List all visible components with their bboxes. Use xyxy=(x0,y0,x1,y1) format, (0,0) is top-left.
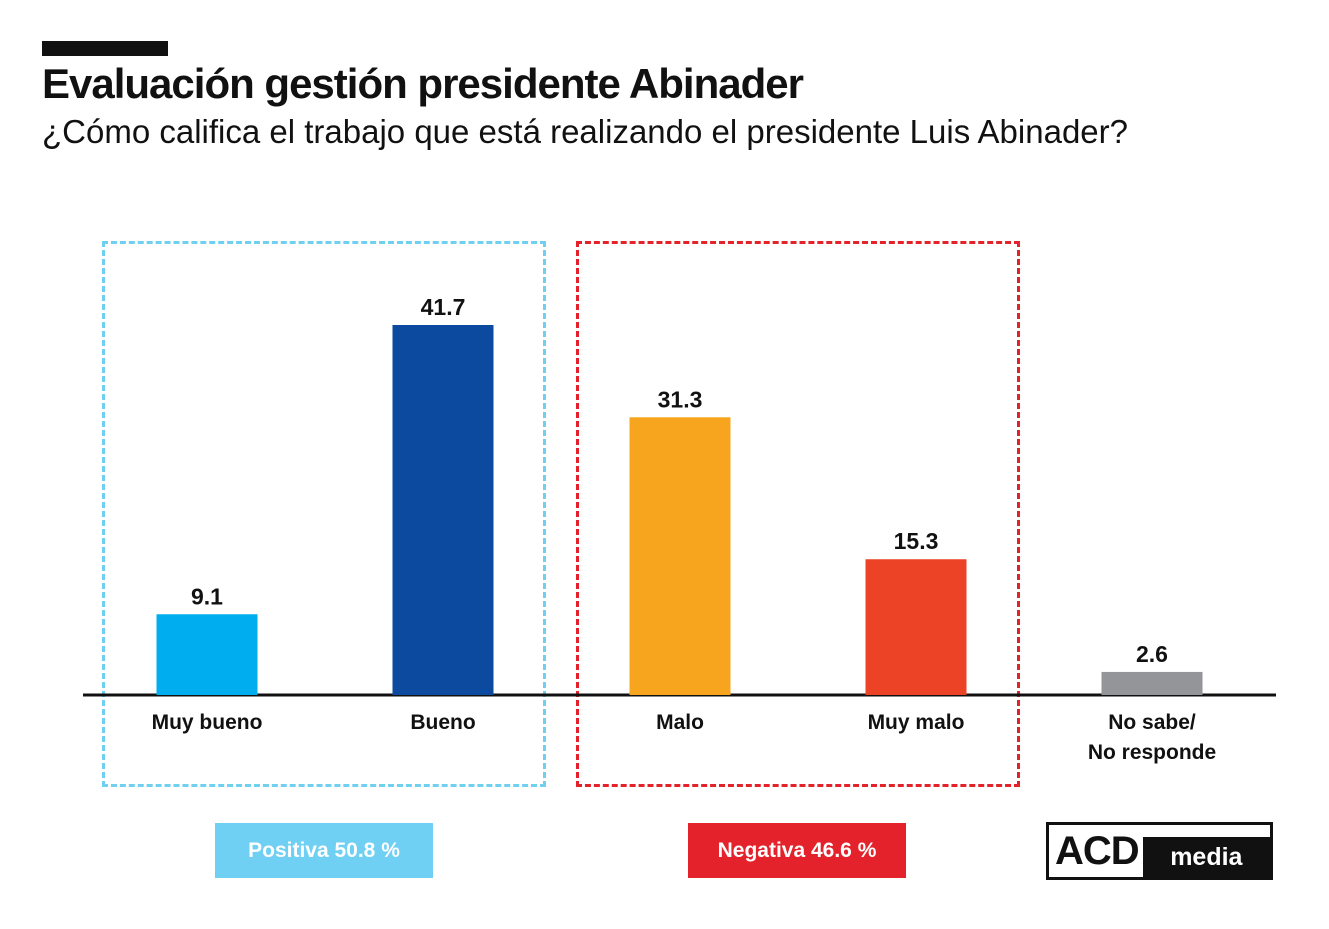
category-label: Bueno xyxy=(410,711,475,734)
category-label: Muy malo xyxy=(868,711,965,734)
data-label: 9.1 xyxy=(191,583,223,609)
negative-group-box xyxy=(576,241,1020,787)
data-label: 2.6 xyxy=(1136,641,1168,667)
acd-media-logo: ACD media xyxy=(1046,822,1273,880)
bar xyxy=(629,417,731,695)
category-label: No sabe/ xyxy=(1108,711,1196,734)
category-label: No responde xyxy=(1088,741,1216,764)
data-label: 31.3 xyxy=(658,386,703,412)
bar xyxy=(156,614,258,695)
positive-summary-badge: Positiva 50.8 % xyxy=(215,823,433,878)
bar xyxy=(1101,671,1203,695)
logo-acd-text: ACD xyxy=(1055,829,1140,873)
bar xyxy=(392,325,494,695)
chart-subtitle: ¿Cómo califica el trabajo que está reali… xyxy=(42,113,1128,150)
positive-group-box xyxy=(102,241,546,787)
logo-media-text: media xyxy=(1142,837,1270,877)
title-rule xyxy=(42,41,168,56)
negative-summary-badge: Negativa 46.6 % xyxy=(688,823,906,878)
data-label: 15.3 xyxy=(894,528,939,554)
chart-title: Evaluación gestión presidente Abinader xyxy=(42,60,804,107)
category-label: Muy bueno xyxy=(152,711,263,734)
bar xyxy=(865,559,967,695)
data-label: 41.7 xyxy=(421,294,466,320)
category-label: Malo xyxy=(656,711,704,734)
